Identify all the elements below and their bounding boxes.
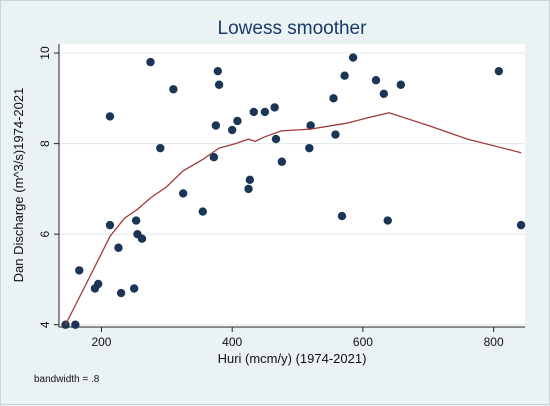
data-point xyxy=(156,143,165,153)
data-point xyxy=(146,57,155,67)
data-point xyxy=(209,153,219,162)
data-point xyxy=(306,121,315,130)
x-tick-label: 200 xyxy=(91,335,111,349)
x-tick-label: 800 xyxy=(484,335,504,349)
data-point xyxy=(379,89,389,99)
data-point xyxy=(331,130,340,139)
data-point xyxy=(116,288,126,298)
data-point xyxy=(131,216,141,225)
data-point xyxy=(244,184,253,194)
data-point xyxy=(383,216,392,225)
x-tick-label: 600 xyxy=(353,335,373,349)
data-point xyxy=(305,143,314,153)
data-point xyxy=(396,80,406,89)
bandwidth-note: bandwidth = .8 xyxy=(34,374,100,385)
data-point xyxy=(340,71,349,80)
y-tick-label: 10 xyxy=(38,46,52,60)
y-tick-label: 6 xyxy=(38,231,52,238)
x-ticks: 200 400 600 800 xyxy=(91,327,504,349)
data-point xyxy=(329,94,338,103)
y-ticks: 4 6 8 10 xyxy=(38,46,59,328)
chart-title: Lowess smoother xyxy=(218,18,368,39)
data-point xyxy=(105,112,115,121)
data-point xyxy=(137,234,147,243)
data-point xyxy=(249,107,258,117)
data-point xyxy=(61,320,70,329)
data-point xyxy=(71,320,80,329)
data-point xyxy=(271,134,281,144)
data-point xyxy=(211,121,221,130)
scatter-points xyxy=(61,53,526,329)
lowess-line xyxy=(64,112,522,325)
data-point xyxy=(260,107,270,117)
y-tick-label: 8 xyxy=(38,140,52,147)
data-point xyxy=(516,220,526,230)
x-tick-label: 400 xyxy=(222,335,242,349)
data-point xyxy=(245,175,255,185)
data-point xyxy=(227,125,237,135)
y-tick-label: 4 xyxy=(38,321,52,328)
data-point xyxy=(214,80,224,89)
data-point xyxy=(213,66,223,76)
x-axis-label: Huri (mcm/y) (1974-2021) xyxy=(218,351,367,366)
data-point xyxy=(337,211,347,221)
data-point xyxy=(178,189,188,198)
data-point xyxy=(348,53,358,62)
data-point xyxy=(277,157,287,166)
data-point xyxy=(105,220,115,230)
data-point xyxy=(169,85,178,94)
data-point xyxy=(75,266,84,275)
data-point xyxy=(114,243,123,252)
data-point xyxy=(270,103,279,112)
data-point xyxy=(94,279,103,289)
data-point xyxy=(494,66,504,76)
data-point xyxy=(371,76,381,85)
y-axis-label: Dan Discharge (m^3/s)1974-2021 xyxy=(11,88,26,283)
data-point xyxy=(129,284,139,293)
data-point xyxy=(233,116,242,126)
data-point xyxy=(198,207,207,216)
plot-area xyxy=(59,44,525,327)
